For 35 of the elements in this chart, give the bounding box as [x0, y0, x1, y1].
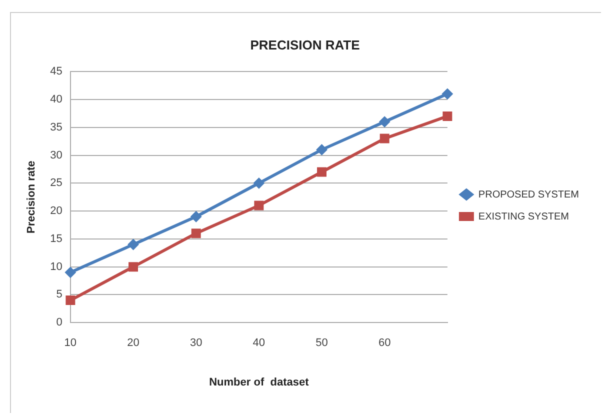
y-tick-label: 25: [50, 177, 62, 190]
x-tick-label: 50: [316, 337, 328, 350]
point: [442, 111, 452, 121]
point: [128, 262, 138, 272]
point: [253, 178, 264, 189]
x-axis-title: Number of dataset: [209, 376, 310, 388]
legend-label: PROPOSED SYSTEM: [478, 189, 579, 200]
y-tick-label: 40: [50, 94, 62, 106]
y-tick-label: 45: [50, 66, 62, 78]
y-tick-label: 5: [56, 288, 62, 301]
point: [190, 211, 202, 222]
x-tick-label: 20: [127, 337, 140, 350]
y-tick-label: 10: [50, 260, 62, 273]
point: [66, 296, 76, 306]
point: [316, 144, 328, 156]
point: [64, 266, 76, 278]
x-tick-label: 10: [64, 337, 77, 350]
point: [379, 116, 390, 128]
point: [191, 228, 201, 238]
point: [442, 88, 453, 100]
point: [380, 134, 390, 144]
x-tick-label: 40: [252, 337, 266, 350]
y-axis-title: Precision rate: [26, 160, 38, 234]
point: [254, 200, 264, 210]
y-tick-label: 20: [50, 205, 62, 218]
y-tick-label: 15: [50, 232, 62, 245]
y-tick-label: 35: [50, 121, 62, 134]
point: [317, 167, 327, 177]
x-tick-label: 30: [190, 337, 202, 350]
point: [128, 239, 139, 250]
legend-label: EXISTING SYSTEM: [478, 211, 569, 222]
x-tick-label: 60: [378, 337, 391, 350]
y-tick-label: 30: [50, 149, 62, 162]
chart-title: PRECISION RATE: [250, 37, 360, 52]
y-tick-label: 0: [56, 316, 62, 329]
